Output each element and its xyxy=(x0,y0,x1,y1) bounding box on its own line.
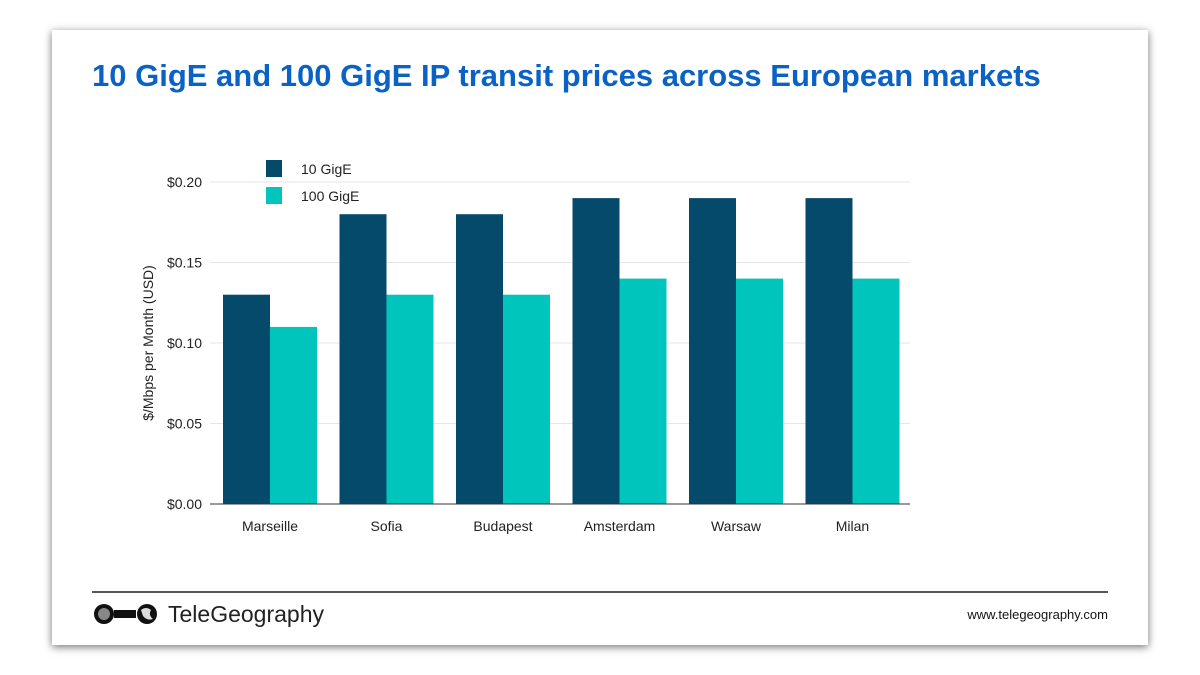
bar-100gige-sofia xyxy=(386,294,434,504)
x-tick-label: Budapest xyxy=(473,518,532,534)
legend-label: 100 GigE xyxy=(301,188,359,204)
bar-10gige-warsaw xyxy=(689,198,736,504)
chart-title: 10 GigE and 100 GigE IP transit prices a… xyxy=(92,58,1041,93)
y-tick-label: $0.05 xyxy=(167,416,202,432)
bar-10gige-marseille xyxy=(223,294,270,504)
y-tick-label: $0.15 xyxy=(167,255,202,271)
bar-10gige-amsterdam xyxy=(572,198,620,504)
bar-100gige-warsaw xyxy=(736,278,783,504)
bar-100gige-amsterdam xyxy=(619,278,667,504)
footer-url[interactable]: www.telegeography.com xyxy=(967,607,1108,622)
bar-10gige-milan xyxy=(805,198,853,504)
legend-label: 10 GigE xyxy=(301,161,352,177)
legend-swatch xyxy=(266,160,282,177)
y-tick-label: $0.00 xyxy=(167,496,202,512)
x-tick-label: Milan xyxy=(836,518,869,534)
telegeography-logo-icon xyxy=(94,604,157,624)
y-axis-label: $/Mbps per Month (USD) xyxy=(140,265,156,421)
bar-100gige-budapest xyxy=(503,294,550,504)
bar-100gige-milan xyxy=(852,278,900,504)
footer-brand: TeleGeography xyxy=(168,601,324,627)
bar-10gige-budapest xyxy=(456,214,503,504)
bar-10gige-sofia xyxy=(339,214,387,504)
bar-100gige-marseille xyxy=(270,326,317,504)
y-tick-label: $0.20 xyxy=(167,174,202,190)
x-tick-label: Marseille xyxy=(242,518,298,534)
footer-divider xyxy=(92,591,1108,593)
x-tick-label: Sofia xyxy=(371,518,403,534)
y-tick-label: $0.10 xyxy=(167,335,202,351)
x-tick-label: Amsterdam xyxy=(584,518,656,534)
legend-swatch xyxy=(266,187,282,204)
x-tick-label: Warsaw xyxy=(711,518,762,534)
